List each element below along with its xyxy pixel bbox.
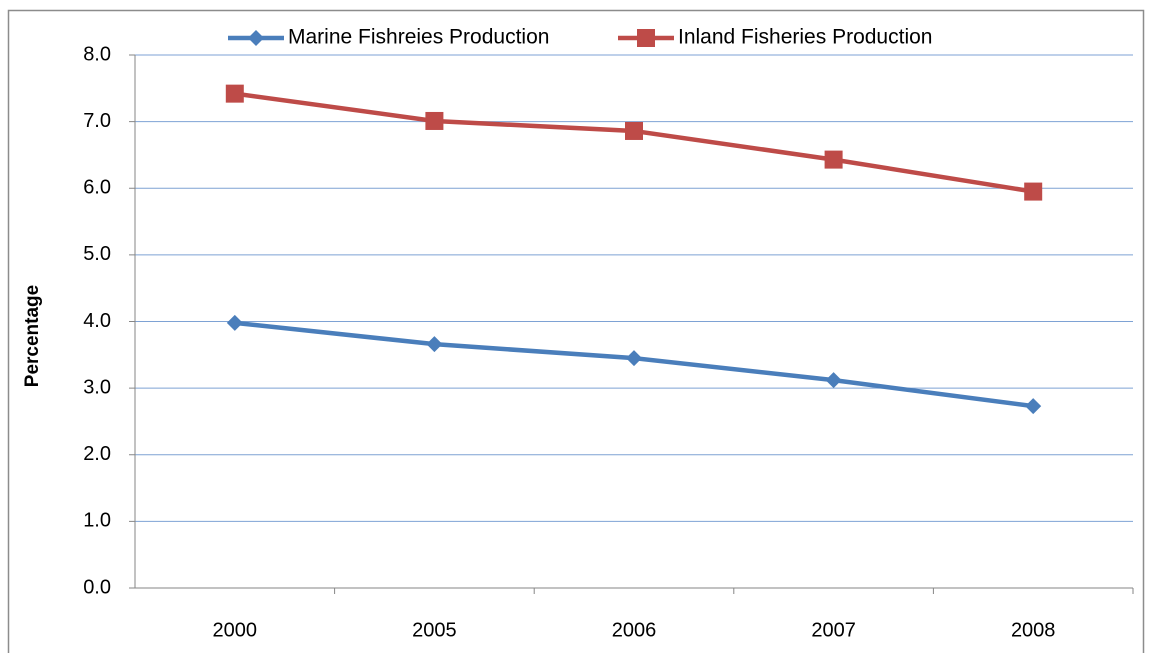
chart-frame (7, 9, 1145, 658)
data-point (825, 372, 842, 389)
x-tick-label: 2008 (1011, 619, 1056, 641)
x-tick-label: 2007 (811, 619, 856, 641)
legend-label: Marine Fishreies Production (288, 26, 549, 49)
data-point (626, 350, 642, 367)
data-point (1024, 182, 1043, 201)
y-tick-label: 3.0 (83, 376, 111, 398)
x-tick-label: 2006 (612, 619, 657, 641)
data-point (425, 111, 444, 130)
y-tick-label: 4.0 (83, 310, 111, 332)
y-axis-label: Percentage (22, 285, 43, 387)
y-tick-label: 1.0 (83, 510, 111, 532)
y-tick-label: 7.0 (83, 110, 111, 132)
x-tick-label: 2005 (412, 619, 457, 641)
y-tick-label: 5.0 (83, 243, 111, 265)
y-tick-label: 0.0 (83, 576, 111, 598)
y-tick-label: 2.0 (83, 443, 111, 465)
x-tick-label: 2000 (213, 619, 258, 641)
data-point (1025, 398, 1042, 415)
y-tick-label: 8.0 (83, 43, 111, 65)
data-point (226, 314, 243, 331)
y-tick-label: 6.0 (83, 177, 111, 199)
data-point (225, 84, 244, 103)
data-point (625, 121, 643, 140)
legend-label: Inland Fisheries Production (678, 26, 932, 49)
legend-marker (248, 30, 264, 46)
data-point (426, 336, 443, 353)
legend-marker (637, 29, 655, 47)
data-point (824, 150, 843, 169)
